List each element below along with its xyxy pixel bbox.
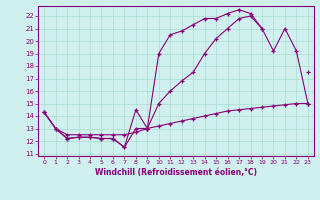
X-axis label: Windchill (Refroidissement éolien,°C): Windchill (Refroidissement éolien,°C) — [95, 168, 257, 177]
